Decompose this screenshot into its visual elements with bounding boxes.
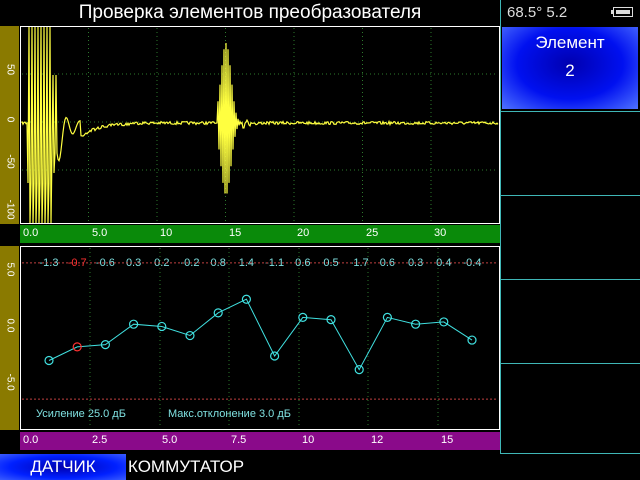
- deviation-point: [44, 355, 54, 366]
- deviation-point-selected: [72, 342, 82, 352]
- deviation-line: [48, 298, 473, 371]
- upper-x-tick: 20: [297, 227, 310, 239]
- upper-x-tick: 15: [229, 227, 242, 239]
- deviation-point: [467, 335, 477, 345]
- deviation-label: 0.3: [126, 257, 141, 269]
- deviation-point: [270, 351, 280, 361]
- upper-y-tick: 0: [4, 116, 16, 123]
- element-selector[interactable]: Элемент 2: [502, 27, 638, 109]
- lower-x-tick: 5.0: [162, 434, 178, 446]
- upper-x-tick: 25: [366, 227, 379, 239]
- battery-icon: [611, 7, 633, 17]
- deviation-point: [241, 294, 251, 304]
- upper-x-scale: 0.0 5.0 10 15 20 25 30: [20, 225, 500, 243]
- element-label: Элемент: [535, 33, 605, 52]
- deviation-label: -0.6: [96, 257, 115, 269]
- deviation-point: [326, 315, 336, 325]
- lower-y-axis: 5.0 0.0 -5.0: [0, 246, 19, 430]
- lower-x-tick: 15: [441, 434, 454, 446]
- upper-y-tick: -50: [4, 154, 16, 169]
- deviation-points: [44, 294, 477, 375]
- deviation-point: [354, 364, 364, 375]
- lower-y-tick: 0.0: [4, 318, 16, 333]
- side-cell-1[interactable]: [500, 26, 640, 112]
- upper-plot-frame: [20, 26, 500, 224]
- lower-plot-frame: [20, 246, 500, 430]
- lower-x-tick: 2.5: [92, 434, 108, 446]
- upper-x-tick: 5.0: [92, 227, 108, 239]
- upper-y-tick: 50: [4, 63, 16, 76]
- sensor-button[interactable]: ДАТЧИК: [0, 454, 126, 480]
- deviation-point: [382, 312, 392, 322]
- deviation-point: [213, 308, 223, 318]
- status-readout: 68.5° 5.2: [507, 4, 568, 21]
- lower-x-tick: 10: [302, 434, 315, 446]
- lower-y-tick: -5.0: [4, 373, 16, 391]
- side-cell-2[interactable]: [500, 112, 640, 196]
- deviation-plot-area: -1.3 -0.7 -0.6 0.3 0.2 -0.2 0.8 1.4 -1.1 0.6 0.5 -1…: [20, 246, 500, 430]
- upper-x-tick: 0.0: [23, 227, 39, 239]
- deviation-point: [439, 317, 449, 327]
- lower-x-tick: 7.5: [231, 434, 247, 446]
- deviation-point: [185, 330, 195, 341]
- upper-y-tick: -100: [4, 199, 16, 220]
- status-bar: 68.5° 5.2: [500, 0, 640, 26]
- lower-x-tick: 0.0: [23, 434, 39, 446]
- upper-plot-area: [20, 26, 500, 224]
- max-deviation-readout: Макс.отклонение 3.0 дБ: [168, 408, 291, 420]
- switch-button[interactable]: КОММУТАТОР: [128, 457, 245, 476]
- lower-x-tick: 12: [371, 434, 384, 446]
- element-value: 2: [565, 61, 575, 80]
- deviation-label: -1.3: [40, 257, 59, 269]
- page-title: Проверка элементов преобразователя: [78, 2, 422, 23]
- lower-x-scale: 0.0 2.5 5.0 7.5 10 12 15: [20, 432, 500, 450]
- gain-readout: Усиление 25.0 дБ: [36, 408, 126, 420]
- deviation-point: [157, 321, 167, 332]
- side-cell-4[interactable]: [500, 280, 640, 364]
- deviation-point: [298, 312, 308, 322]
- lower-y-tick: 5.0: [4, 262, 16, 277]
- side-cell-3[interactable]: [500, 196, 640, 280]
- upper-x-tick: 30: [434, 227, 447, 239]
- deviation-point: [128, 319, 139, 329]
- side-panel: [500, 26, 640, 454]
- side-cell-5[interactable]: [500, 364, 640, 454]
- deviation-point: [411, 319, 421, 329]
- upper-x-tick: 10: [160, 227, 173, 239]
- deviation-label: 0.2: [154, 257, 169, 269]
- deviation-point: [100, 340, 111, 350]
- upper-y-axis: 50 0 -50 -100: [0, 26, 19, 224]
- deviation-label: -0.7: [68, 257, 87, 269]
- ascan-trace: [21, 26, 499, 224]
